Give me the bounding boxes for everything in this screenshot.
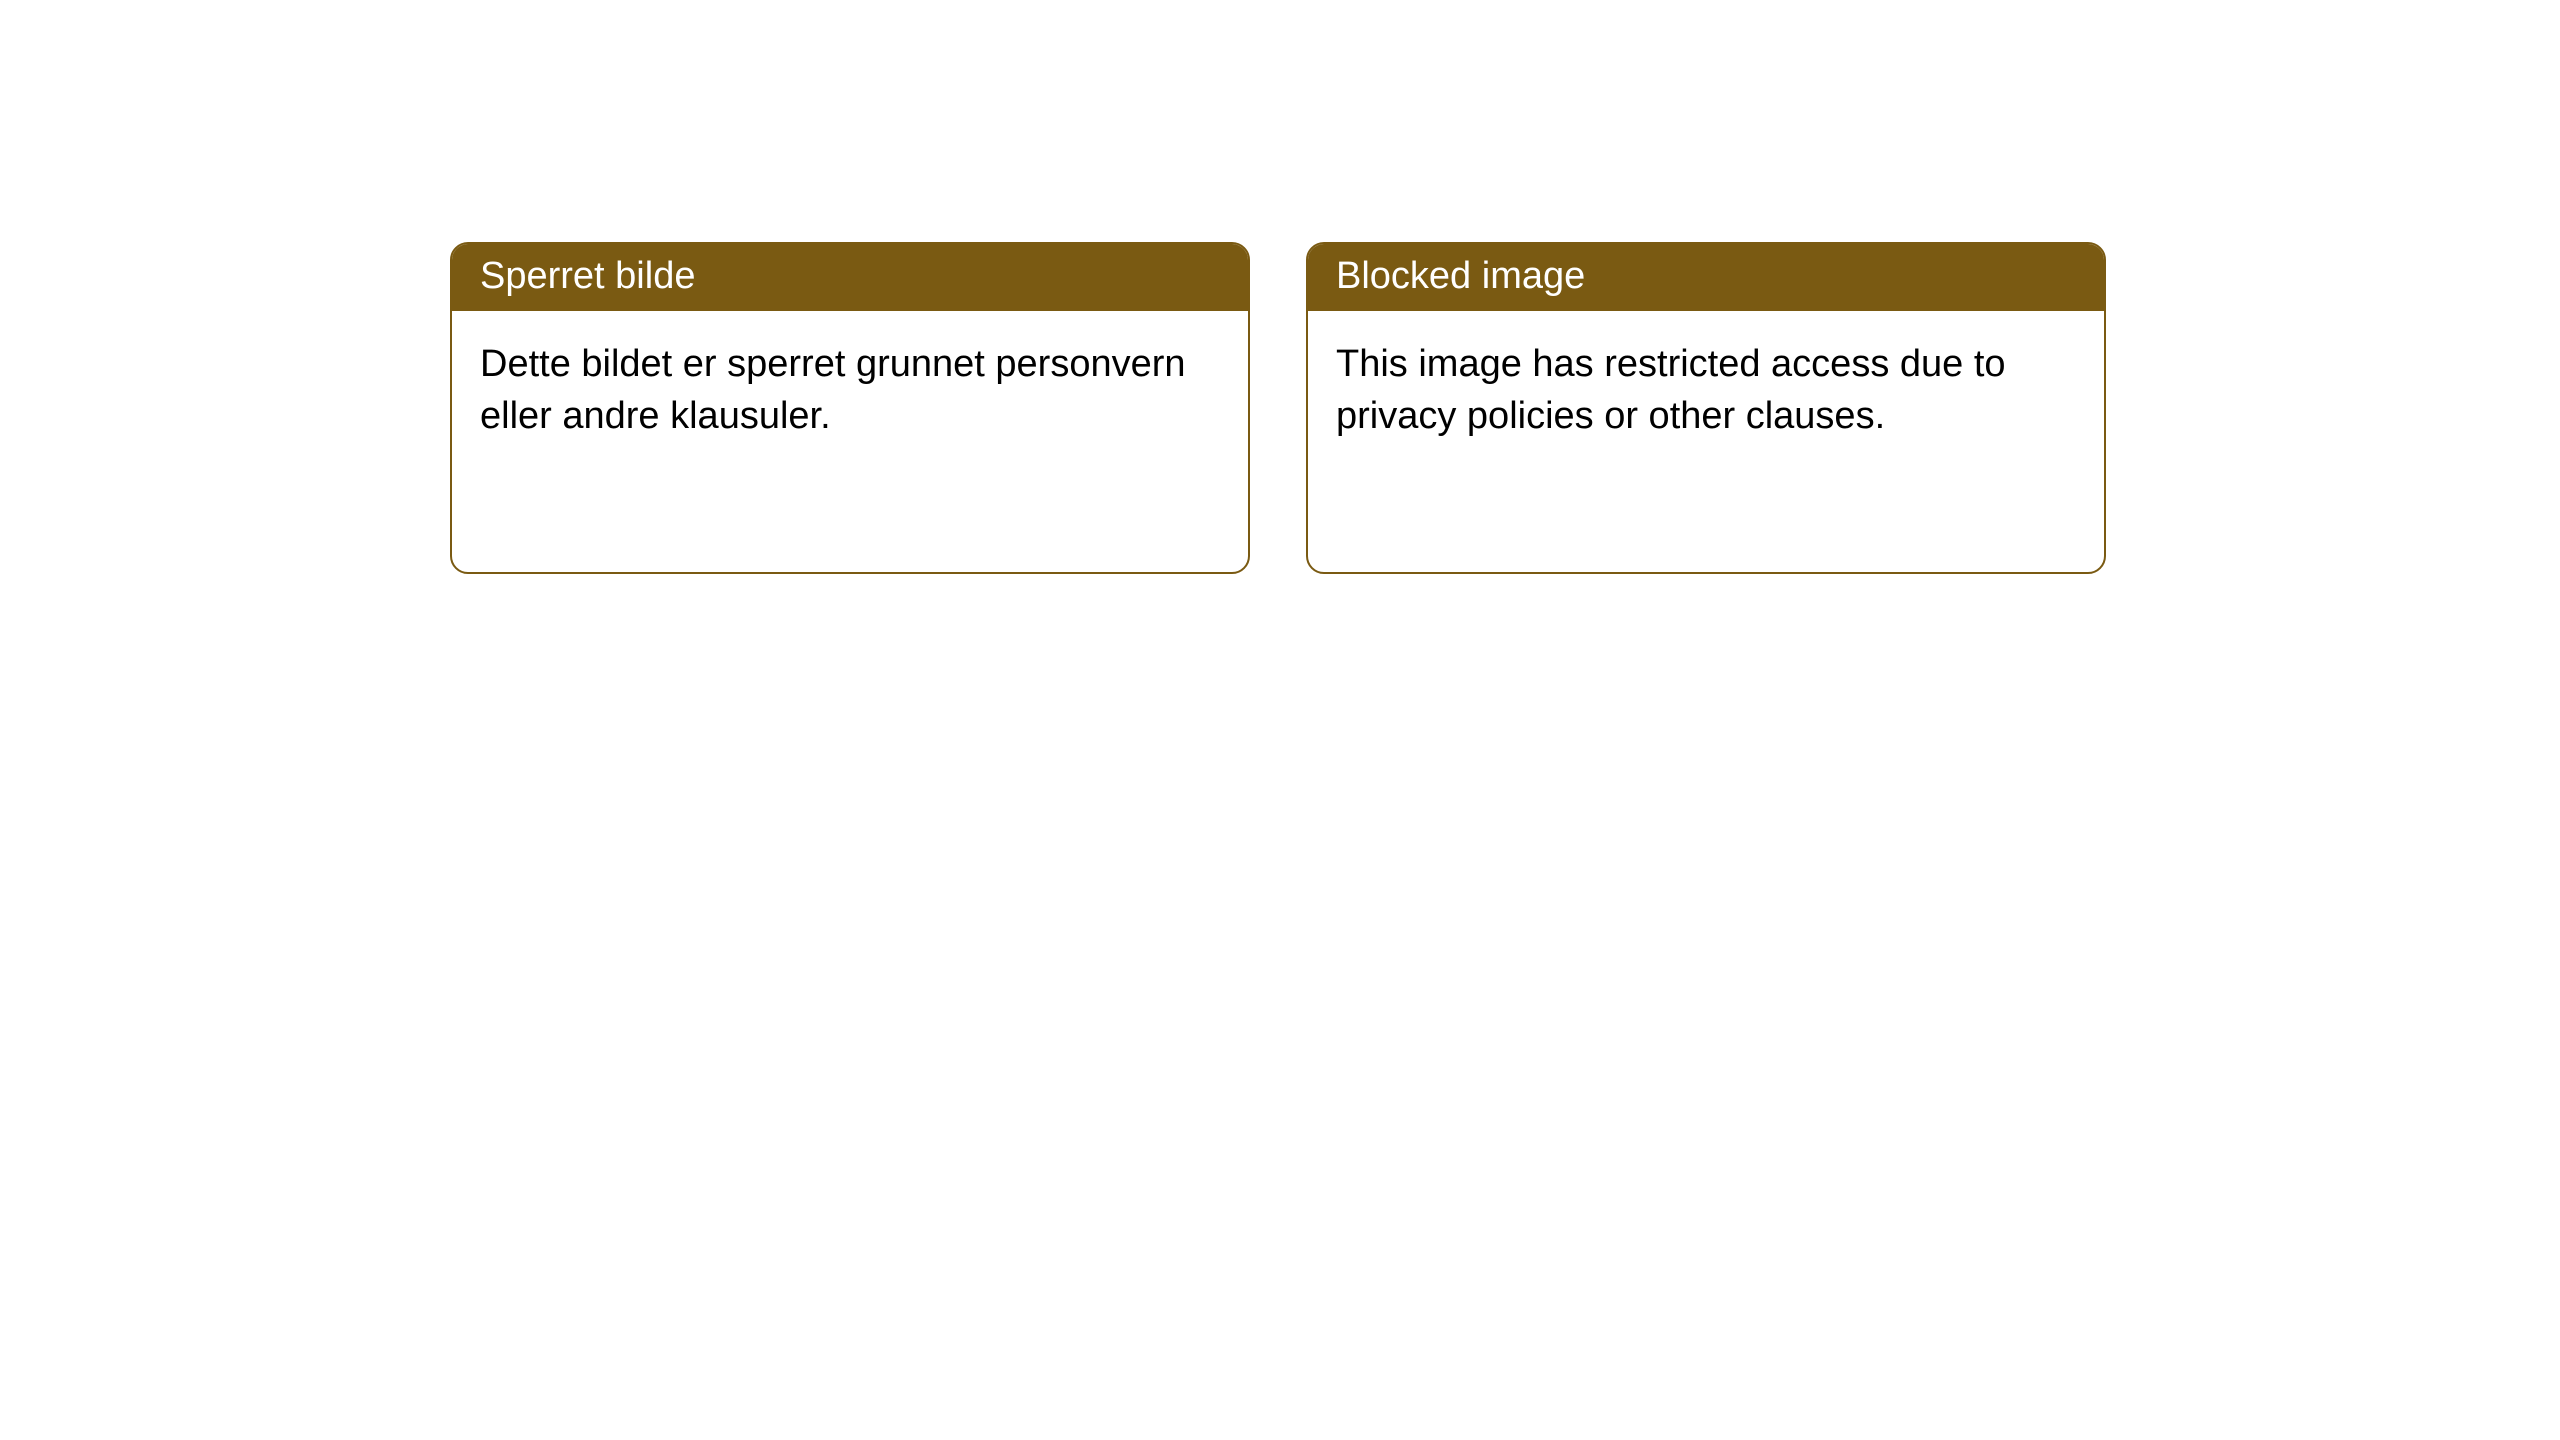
panel-title-no: Sperret bilde — [452, 244, 1248, 311]
panel-title-en: Blocked image — [1308, 244, 2104, 311]
panel-body-no: Dette bildet er sperret grunnet personve… — [452, 311, 1248, 470]
blocked-image-panel-no: Sperret bilde Dette bildet er sperret gr… — [450, 242, 1250, 574]
panel-body-en: This image has restricted access due to … — [1308, 311, 2104, 470]
blocked-image-panel-en: Blocked image This image has restricted … — [1306, 242, 2106, 574]
notice-panels-container: Sperret bilde Dette bildet er sperret gr… — [0, 0, 2560, 574]
